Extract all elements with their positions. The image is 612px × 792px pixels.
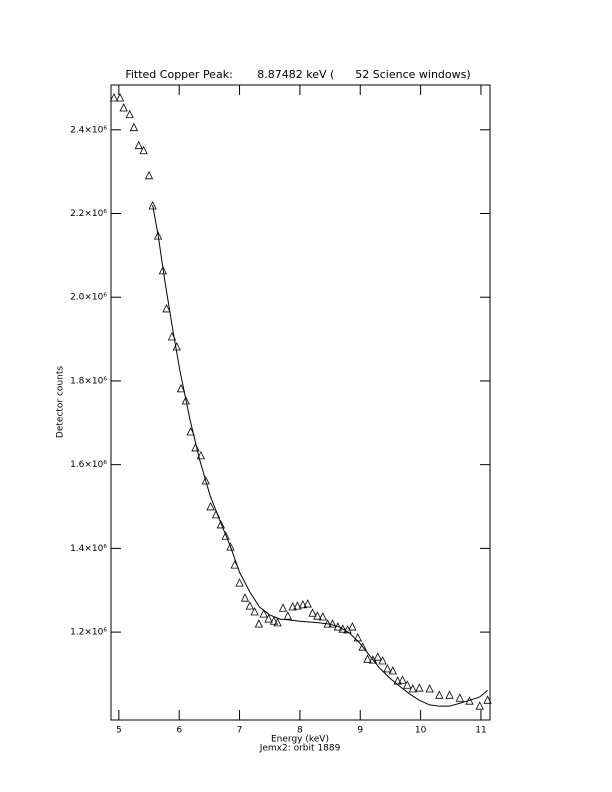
x-tick-label: 8 — [297, 726, 303, 736]
data-point — [129, 122, 139, 132]
data-point — [144, 170, 154, 180]
y-tick-label: 2.0×10⁶ — [70, 293, 107, 303]
data-point — [162, 304, 171, 313]
data-point — [158, 265, 168, 275]
data-point — [191, 443, 200, 452]
data-point — [235, 578, 244, 587]
data-point — [293, 601, 302, 610]
plot-frame — [110, 84, 491, 721]
data-point — [425, 684, 434, 693]
chart-title: Fitted Copper Peak: 8.87482 keV ( 52 Sci… — [125, 68, 470, 81]
data-point — [216, 520, 225, 529]
data-point — [298, 599, 308, 609]
data-point — [318, 612, 327, 621]
data-point — [288, 602, 297, 611]
data-point — [403, 680, 412, 689]
x-tick-label: 11 — [475, 726, 486, 736]
y-tick-label: 2.2×10⁶ — [70, 209, 107, 219]
data-point — [475, 701, 484, 710]
data-point — [148, 201, 157, 210]
data-point — [181, 396, 190, 405]
y-axis-label: Detector counts — [56, 366, 66, 438]
data-point — [278, 603, 288, 612]
data-point — [172, 342, 181, 351]
data-point — [176, 384, 186, 393]
x-tick-label: 7 — [237, 726, 243, 736]
data-point — [139, 145, 148, 155]
y-tick-label: 1.2×10⁶ — [70, 628, 107, 638]
data-point — [245, 601, 254, 610]
data-point — [415, 683, 424, 692]
data-point — [109, 93, 119, 102]
x-note: Jemx2: orbit 1889 — [259, 744, 341, 754]
y-tick-label: 2.4×10⁶ — [70, 125, 107, 135]
data-point — [134, 140, 143, 150]
data-point — [455, 693, 464, 702]
x-axis-label: Energy (keV) — [271, 735, 329, 745]
data-point — [283, 611, 292, 620]
data-point — [226, 542, 235, 551]
data-point — [378, 656, 387, 665]
y-tick-label: 1.8×10⁶ — [70, 376, 107, 386]
x-tick-label: 9 — [357, 726, 363, 736]
data-point — [445, 690, 454, 699]
data-point — [435, 690, 444, 699]
data-point — [363, 654, 372, 663]
data-point — [273, 617, 282, 627]
data-point — [264, 614, 273, 623]
data-point — [221, 531, 230, 540]
data-point — [115, 93, 125, 102]
data-point — [308, 608, 317, 617]
data-point — [196, 450, 206, 460]
data-point — [153, 231, 163, 240]
data-point — [328, 619, 337, 628]
data-point — [358, 642, 367, 651]
data-point — [269, 616, 279, 625]
data-point — [338, 624, 347, 633]
data-point — [119, 103, 128, 112]
data-point — [250, 607, 259, 616]
data-point — [201, 476, 210, 485]
data-point — [254, 619, 264, 628]
data-point — [483, 695, 492, 704]
x-tick-label: 5 — [116, 726, 122, 736]
data-point — [388, 666, 397, 675]
data-point — [398, 675, 407, 684]
data-point — [240, 593, 250, 602]
data-point — [348, 622, 357, 631]
data-point — [353, 633, 362, 642]
data-point — [383, 664, 392, 673]
data-point — [259, 609, 268, 618]
y-tick-label: 1.6×10⁶ — [70, 460, 107, 470]
fit-line — [152, 205, 488, 707]
data-point — [408, 684, 417, 693]
x-tick-label: 6 — [176, 726, 182, 736]
data-point — [303, 599, 312, 608]
data-point — [125, 109, 134, 119]
data-point — [313, 611, 322, 620]
x-tick-label: 10 — [415, 726, 427, 736]
data-point — [206, 502, 215, 511]
data-point — [373, 652, 382, 661]
y-tick-label: 1.4×10⁶ — [70, 544, 107, 554]
